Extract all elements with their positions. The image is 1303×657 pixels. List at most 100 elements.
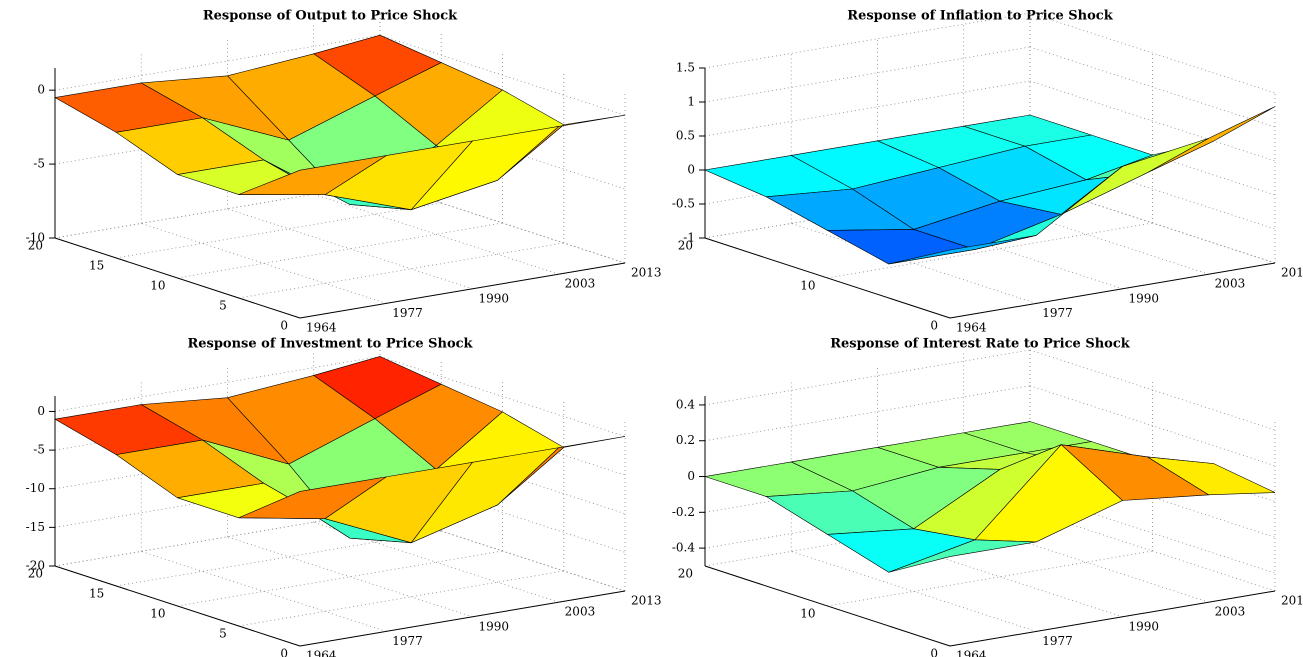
z-tick-label: -10 — [26, 481, 45, 495]
y-tick-label: 10 — [800, 607, 815, 621]
grid-line — [116, 530, 442, 587]
surface-patch — [1147, 106, 1276, 173]
axis-line — [299, 590, 626, 647]
grid-line — [54, 182, 381, 239]
grid-line — [238, 242, 564, 299]
x-tick-label: 1964 — [956, 321, 987, 335]
grid-line — [116, 202, 442, 259]
grid-line — [827, 550, 1153, 607]
surface-patch — [238, 155, 387, 196]
y-tick-label: 20 — [28, 567, 43, 581]
z-tick-label: -0.5 — [672, 197, 695, 211]
grid-line — [704, 349, 1031, 406]
z-tick-label: 1 — [687, 95, 695, 109]
x-tick-label: 2003 — [565, 277, 596, 291]
x-tick-label: 1990 — [478, 619, 509, 633]
y-tick-label: 0 — [280, 319, 288, 333]
z-tick-label: -5 — [33, 443, 45, 457]
y-tick-label: 10 — [800, 279, 815, 293]
grid-line — [877, 536, 1123, 618]
z-tick-label: 0 — [37, 404, 45, 418]
surface-patch — [888, 235, 1037, 265]
z-tick-label: 0.5 — [676, 129, 695, 143]
axis-line — [54, 565, 301, 647]
surface-patch — [888, 539, 1037, 573]
panel-title: Response of Inflation to Price Shock — [847, 9, 1113, 24]
grid-line — [877, 208, 1123, 290]
z-tick-label: 0.2 — [676, 433, 695, 447]
grid-line — [227, 208, 473, 290]
grid-line — [313, 521, 559, 603]
z-tick-label: -0.4 — [672, 541, 696, 555]
x-tick-label: 1990 — [1128, 619, 1159, 633]
grid-line — [827, 222, 1153, 279]
y-tick-label: 20 — [678, 567, 693, 581]
y-tick-label: 20 — [678, 239, 693, 253]
grid-line — [704, 12, 1031, 69]
grid-line — [379, 34, 626, 116]
z-tick-label: -10 — [26, 231, 45, 245]
x-tick-label: 2003 — [1215, 605, 1246, 619]
y-tick-label: 5 — [219, 299, 227, 313]
grid-line — [379, 356, 626, 437]
grid-line — [141, 223, 387, 304]
grid-line — [379, 471, 626, 553]
panel-title: Response of Investment to Price Shock — [187, 337, 473, 352]
x-tick-label: 2013 — [1281, 266, 1303, 280]
z-tick-label: 0 — [37, 83, 45, 97]
y-tick-label: 15 — [89, 259, 104, 273]
grid-line — [227, 536, 473, 618]
axis-line — [704, 237, 951, 319]
surface-patch — [238, 476, 387, 519]
z-tick-label: -15 — [26, 520, 45, 534]
grid-line — [177, 222, 503, 279]
grid-line — [141, 551, 387, 632]
grid-line — [791, 551, 1037, 632]
y-tick-label: 0 — [930, 319, 938, 333]
z-tick-label: -20 — [26, 559, 45, 573]
panel: Response of Investment to Price Shock -20… — [26, 337, 662, 657]
grid-line — [704, 80, 1031, 137]
x-tick-label: 1990 — [1128, 291, 1159, 305]
x-tick-label: 2003 — [1215, 277, 1246, 291]
z-tick-label: -1 — [683, 231, 695, 245]
x-tick-label: 1964 — [956, 649, 987, 657]
x-tick-label: 1990 — [478, 291, 509, 305]
axis-line — [54, 237, 301, 319]
x-tick-label: 2013 — [631, 266, 662, 280]
grid-line — [704, 385, 1031, 442]
x-tick-label: 1977 — [1042, 306, 1073, 320]
grid-line — [54, 34, 381, 91]
panel-title: Response of Interest Rate to Price Shock — [830, 337, 1131, 352]
z-tick-label: 0 — [687, 163, 695, 177]
y-tick-label: 5 — [219, 627, 227, 641]
x-tick-label: 1977 — [1042, 634, 1073, 648]
grid-line — [54, 510, 381, 567]
grid-line — [1029, 148, 1276, 230]
x-tick-label: 1964 — [306, 649, 337, 657]
x-tick-label: 2013 — [631, 594, 662, 608]
grid-line — [1029, 492, 1276, 574]
y-tick-label: 0 — [930, 647, 938, 657]
grid-line — [1029, 12, 1276, 94]
grid-line — [1029, 385, 1276, 467]
z-tick-label: -0.2 — [672, 505, 695, 519]
grid-line — [791, 223, 1037, 304]
z-tick-label: 0.4 — [676, 397, 695, 411]
grid-line — [963, 521, 1209, 603]
axis-line — [299, 262, 626, 319]
x-tick-label: 2013 — [1281, 594, 1303, 608]
z-tick-label: 0 — [687, 469, 695, 483]
x-tick-label: 1977 — [392, 306, 423, 320]
panel: Response of Output to Price Shock -10 -5 0 1… — [26, 9, 662, 335]
z-tick-label: 1.5 — [676, 61, 695, 75]
y-tick-label: 15 — [89, 587, 104, 601]
y-tick-label: 0 — [280, 647, 288, 657]
grid-line — [1029, 349, 1276, 431]
grid-line — [54, 356, 381, 412]
panel: Response of Inflation to Price Shock -1 -0… — [672, 9, 1303, 335]
x-tick-label: 1977 — [392, 634, 423, 648]
axis-line — [704, 565, 951, 647]
grid-line — [704, 46, 1031, 103]
